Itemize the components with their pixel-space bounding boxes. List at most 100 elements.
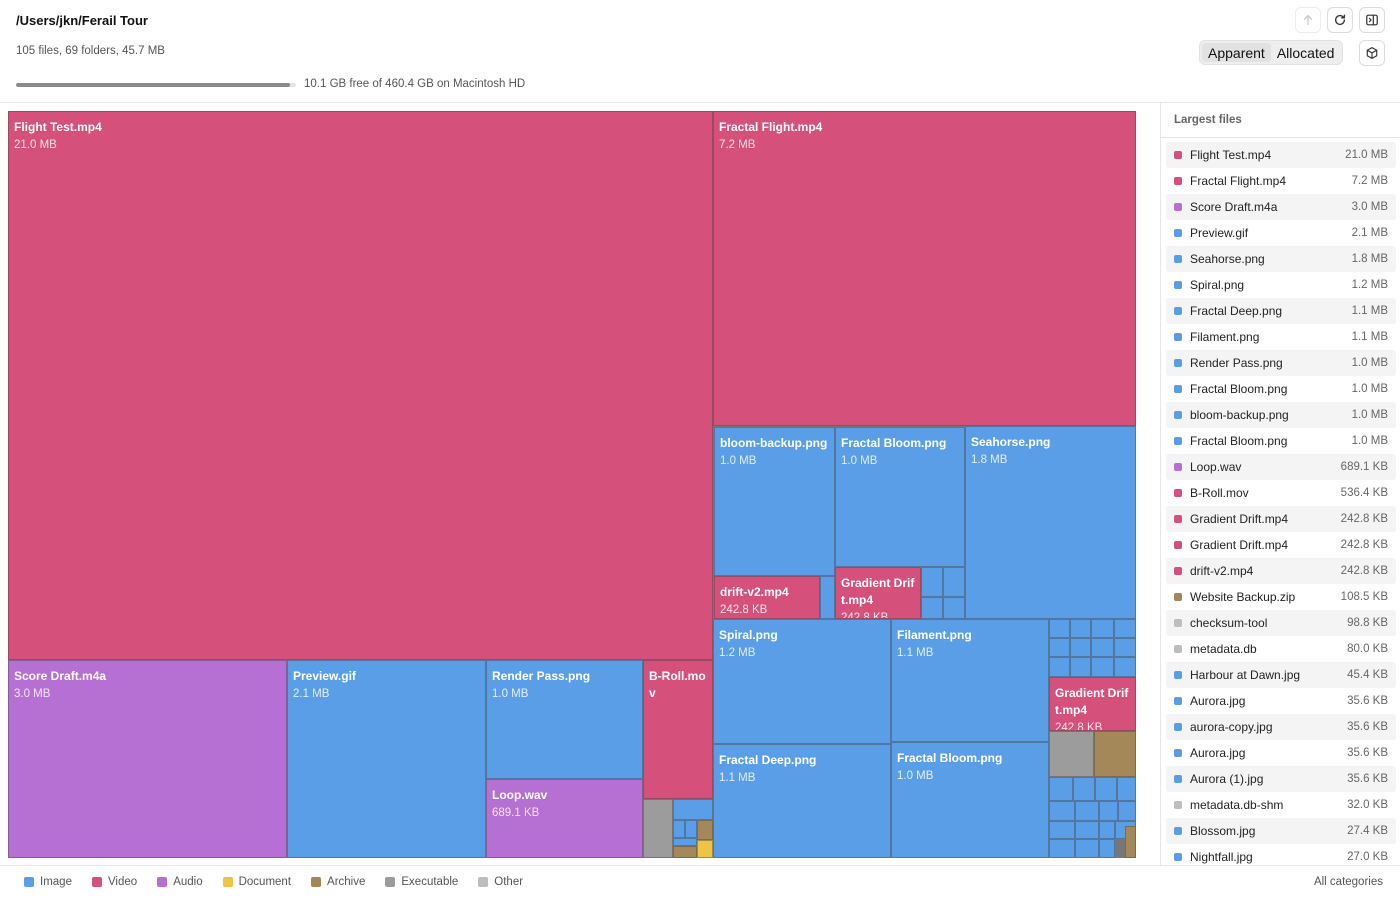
treemap-cell[interactable]	[1117, 777, 1136, 801]
treemap-cell[interactable]	[643, 799, 673, 858]
treemap-cell[interactable]	[1099, 821, 1115, 839]
treemap-cell[interactable]	[1073, 777, 1095, 801]
treemap-cell[interactable]	[697, 820, 713, 840]
size-mode-apparent[interactable]: Apparent	[1202, 43, 1271, 62]
treemap-cell[interactable]: Loop.wav 689.1 KB	[486, 779, 643, 858]
largest-file-row[interactable]: Nightfall.jpg 27.0 KB	[1166, 844, 1396, 870]
legend-item-audio[interactable]: Audio	[157, 876, 203, 888]
largest-file-row[interactable]: Fractal Flight.mp4 7.2 MB	[1166, 168, 1396, 194]
largest-file-row[interactable]: Loop.wav 689.1 KB	[1166, 454, 1396, 480]
treemap-cell[interactable]	[820, 576, 835, 619]
legend-item-other[interactable]: Other	[478, 876, 523, 888]
legend-item-image[interactable]: Image	[24, 876, 72, 888]
legend-item-exec[interactable]: Executable	[385, 876, 458, 888]
treemap-cell[interactable]	[1070, 638, 1091, 657]
treemap-cell[interactable]: Render Pass.png 1.0 MB	[486, 660, 643, 779]
treemap-cell[interactable]: drift-v2.mp4 242.8 KB	[714, 576, 820, 619]
treemap-cell[interactable]: bloom-backup.png 1.0 MB	[714, 427, 835, 576]
treemap-cell[interactable]	[1099, 839, 1115, 858]
treemap-cell[interactable]	[1049, 638, 1070, 657]
largest-file-row[interactable]: checksum-tool 98.8 KB	[1166, 610, 1396, 636]
category-filter[interactable]: All categories	[1313, 876, 1383, 888]
treemap-cell[interactable]: B-Roll.mov	[643, 660, 713, 799]
treemap-cell[interactable]	[1091, 638, 1114, 657]
treemap-cell[interactable]	[685, 820, 697, 838]
treemap-cell[interactable]	[1049, 777, 1073, 801]
treemap-cell[interactable]	[1091, 657, 1114, 677]
treemap-cell[interactable]	[1049, 839, 1075, 858]
rescan-button[interactable]	[1327, 7, 1353, 33]
largest-file-row[interactable]: Aurora.jpg 35.6 KB	[1166, 740, 1396, 766]
largest-file-row[interactable]: Blossom.jpg 27.4 KB	[1166, 818, 1396, 844]
largest-file-row[interactable]: Seahorse.png 1.8 MB	[1166, 246, 1396, 272]
largest-file-row[interactable]: Aurora.jpg 35.6 KB	[1166, 688, 1396, 714]
size-mode-allocated[interactable]: Allocated	[1276, 45, 1335, 61]
treemap-cell[interactable]	[1070, 619, 1091, 638]
largest-file-row[interactable]: Fractal Deep.png 1.1 MB	[1166, 298, 1396, 324]
treemap-cell[interactable]: Spiral.png 1.2 MB	[713, 619, 891, 744]
treemap-cell[interactable]: Score Draft.m4a 3.0 MB	[8, 660, 287, 858]
treemap-cell[interactable]	[1070, 657, 1091, 677]
largest-file-row[interactable]: Flight Test.mp4 21.0 MB	[1166, 142, 1396, 168]
treemap-cell[interactable]: Gradient Drift.mp4 242.8 KB	[835, 567, 921, 619]
largest-file-row[interactable]: Aurora (1).jpg 35.6 KB	[1166, 766, 1396, 792]
legend-item-video[interactable]: Video	[91, 876, 137, 888]
treemap-cell[interactable]	[673, 820, 685, 838]
largest-file-row[interactable]: Gradient Drift.mp4 242.8 KB	[1166, 506, 1396, 532]
treemap-cell[interactable]	[1075, 839, 1099, 858]
treemap-cell[interactable]	[1091, 619, 1114, 638]
treemap-cell[interactable]: Fractal Deep.png 1.1 MB	[713, 744, 891, 858]
treemap-cell[interactable]	[1049, 657, 1070, 677]
treemap-cell[interactable]	[1049, 821, 1075, 839]
legend-item-archive[interactable]: Archive	[311, 876, 365, 888]
treemap-cell[interactable]	[1125, 826, 1136, 858]
treemap-cell[interactable]	[1049, 619, 1070, 638]
treemap-cell[interactable]	[921, 597, 943, 619]
treemap-cell[interactable]: Fractal Flight.mp4 7.2 MB	[713, 111, 1136, 426]
treemap-cell[interactable]	[673, 838, 697, 846]
treemap-cell[interactable]: Filament.png 1.1 MB	[891, 619, 1049, 742]
largest-file-row[interactable]: Render Pass.png 1.0 MB	[1166, 350, 1396, 376]
treemap-cell[interactable]	[1075, 801, 1099, 821]
treemap-cell[interactable]: Fractal Bloom.png 1.0 MB	[835, 427, 965, 567]
treemap-cell[interactable]	[1049, 801, 1075, 821]
largest-file-row[interactable]: drift-v2.mp4 242.8 KB	[1166, 558, 1396, 584]
treemap-cell[interactable]	[697, 840, 713, 858]
treemap-cell[interactable]	[673, 799, 713, 820]
largest-file-row[interactable]: Preview.gif 2.1 MB	[1166, 220, 1396, 246]
largest-file-row[interactable]: Score Draft.m4a 3.0 MB	[1166, 194, 1396, 220]
legend-item-doc[interactable]: Document	[222, 876, 291, 888]
treemap-cell[interactable]	[1095, 777, 1117, 801]
largest-file-row[interactable]: Fractal Bloom.png 1.0 MB	[1166, 428, 1396, 454]
largest-file-row[interactable]: Gradient Drift.mp4 242.8 KB	[1166, 532, 1396, 558]
toggle-sidebar-button[interactable]	[1359, 7, 1385, 33]
largest-file-row[interactable]: aurora-copy.jpg 35.6 KB	[1166, 714, 1396, 740]
treemap-cell[interactable]	[673, 846, 697, 858]
package-button[interactable]	[1359, 40, 1385, 66]
treemap-cell[interactable]	[1114, 638, 1136, 657]
treemap-cell[interactable]	[1118, 801, 1136, 821]
treemap-cell[interactable]	[1099, 801, 1118, 821]
treemap-cell[interactable]	[921, 567, 943, 597]
treemap-cell[interactable]	[1094, 731, 1136, 777]
largest-file-row[interactable]: Spiral.png 1.2 MB	[1166, 272, 1396, 298]
treemap-cell[interactable]	[1114, 657, 1136, 677]
treemap-cell[interactable]: Gradient Drift.mp4 242.8 KB	[1049, 677, 1136, 731]
largest-file-row[interactable]: metadata.db-shm 32.0 KB	[1166, 792, 1396, 818]
largest-file-row[interactable]: Website Backup.zip 108.5 KB	[1166, 584, 1396, 610]
treemap-cell[interactable]	[1075, 821, 1099, 839]
treemap-cell[interactable]	[943, 597, 965, 619]
largest-file-row[interactable]: B-Roll.mov 536.4 KB	[1166, 480, 1396, 506]
treemap-cell[interactable]	[943, 567, 965, 597]
treemap-cell[interactable]: Preview.gif 2.1 MB	[287, 660, 486, 858]
largest-file-row[interactable]: Fractal Bloom.png 1.0 MB	[1166, 376, 1396, 402]
treemap-cell[interactable]: Seahorse.png 1.8 MB	[965, 426, 1136, 619]
largest-file-row[interactable]: Harbour at Dawn.jpg 45.4 KB	[1166, 662, 1396, 688]
treemap-cell[interactable]	[1049, 731, 1094, 777]
largest-file-row[interactable]: metadata.db 80.0 KB	[1166, 636, 1396, 662]
treemap-cell[interactable]: Flight Test.mp4 21.0 MB	[8, 111, 713, 660]
go-up-button[interactable]	[1295, 7, 1321, 33]
treemap-cell[interactable]	[1114, 619, 1136, 638]
largest-file-row[interactable]: bloom-backup.png 1.0 MB	[1166, 402, 1396, 428]
treemap-cell[interactable]: Fractal Bloom.png 1.0 MB	[891, 742, 1049, 858]
